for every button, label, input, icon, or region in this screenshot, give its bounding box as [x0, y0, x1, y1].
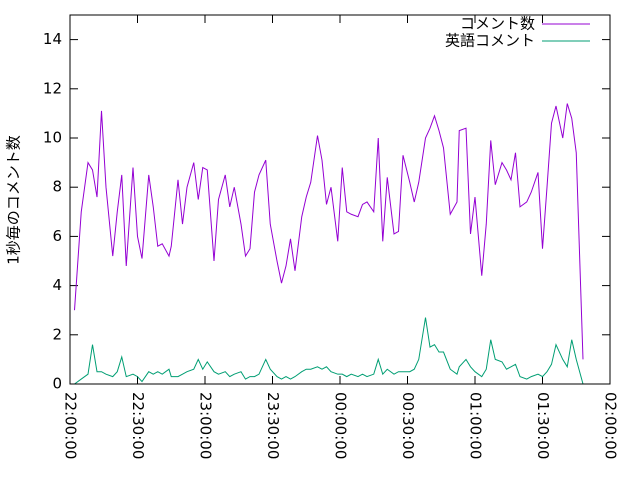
- x-tick-label: 00:30:00: [399, 392, 417, 459]
- x-tick-label: 00:00:00: [332, 392, 350, 459]
- y-tick-label: 4: [52, 276, 62, 294]
- y-tick-label: 8: [52, 178, 62, 196]
- x-tick-label: 01:30:00: [534, 392, 552, 459]
- y-tick-label: 12: [43, 79, 62, 97]
- y-tick-label: 6: [52, 227, 62, 245]
- y-tick-label: 10: [43, 129, 62, 147]
- legend-label: コメント数: [460, 15, 535, 33]
- y-tick-label: 2: [52, 325, 62, 343]
- x-tick-label: 22:00:00: [62, 392, 80, 459]
- x-tick-label: 22:30:00: [129, 392, 147, 459]
- y-axis-label: 1秒毎のコメント数: [5, 135, 23, 265]
- y-tick-label: 0: [52, 375, 62, 393]
- y-tick-label: 14: [43, 30, 62, 48]
- x-tick-label: 02:00:00: [602, 392, 620, 459]
- x-tick-label: 23:30:00: [264, 392, 282, 459]
- series-line: [74, 103, 584, 360]
- x-tick-label: 23:00:00: [197, 392, 215, 459]
- x-tick-label: 01:00:00: [467, 392, 485, 459]
- series-line: [74, 317, 584, 385]
- plot-border: [69, 14, 611, 385]
- legend-label: 英語コメント: [445, 32, 535, 50]
